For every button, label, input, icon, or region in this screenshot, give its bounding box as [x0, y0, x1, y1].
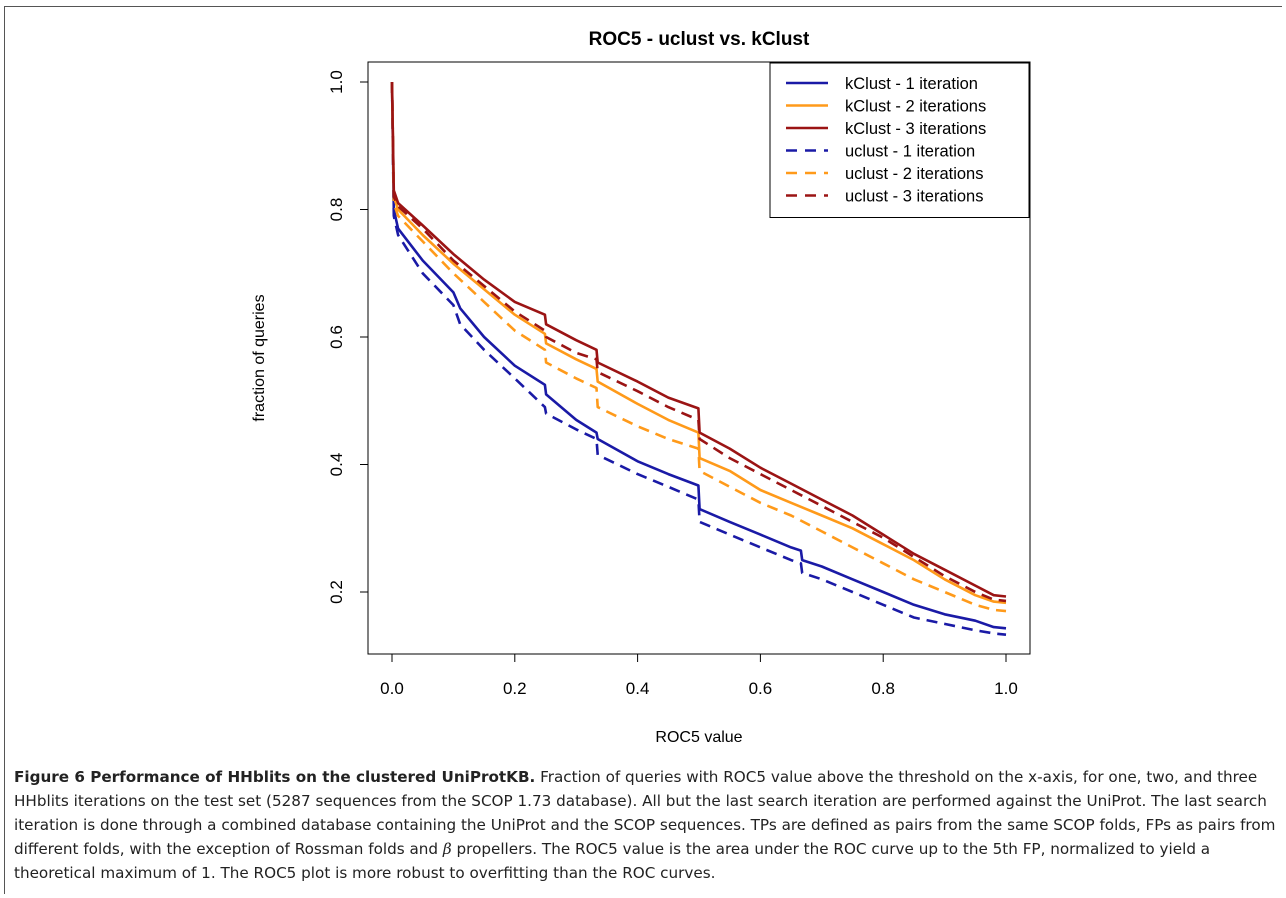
y-tick-label: 0.4 [327, 453, 346, 477]
x-tick-label: 0.4 [626, 679, 650, 698]
caption-beta-symbol: β [442, 840, 452, 858]
y-axis: 0.2 0.4 0.6 0.8 1.0 [327, 70, 369, 604]
series-line-5 [390, 81, 1007, 613]
figure-frame [4, 6, 1282, 894]
x-tick-label: 1.0 [994, 679, 1018, 698]
series-line-6 [390, 81, 1007, 603]
legend-label: kClust - 2 iterations [845, 98, 986, 116]
legend-label: kClust - 3 iterations [845, 120, 986, 138]
x-axis-label: ROC5 value [655, 729, 742, 746]
series-lines [390, 81, 1007, 636]
legend-label: uclust - 1 iteration [845, 143, 975, 161]
x-axis: 0.0 0.2 0.4 0.6 0.8 1.0 [380, 653, 1018, 698]
series-line-2 [390, 81, 1007, 605]
x-tick-label: 0.6 [749, 679, 773, 698]
caption-text-2: propellers. The ROC5 value is the area u… [14, 840, 1211, 882]
chart-title: ROC5 - uclust vs. kClust [589, 29, 810, 50]
legend-label: uclust - 3 iterations [845, 188, 983, 206]
y-tick-label: 0.8 [327, 198, 346, 222]
y-tick-label: 0.6 [327, 325, 346, 349]
x-tick-label: 0.0 [380, 679, 404, 698]
caption-text-1: Fraction of queries with ROC5 value abov… [14, 768, 1276, 858]
legend-box [769, 62, 1030, 218]
y-axis-label: fraction of queries [251, 294, 268, 421]
x-tick-label: 0.2 [503, 679, 527, 698]
y-tick-label: 1.0 [327, 70, 346, 94]
series-line-4 [390, 81, 1007, 636]
caption-label: Figure 6 Performance of HHblits on the c… [14, 768, 536, 786]
figure-caption: Figure 6 Performance of HHblits on the c… [14, 765, 1276, 885]
legend-label: kClust - 1 iteration [845, 75, 978, 93]
legend-label: uclust - 2 iterations [845, 165, 983, 183]
roc5-chart: ROC5 - uclust vs. kClust ROC5 value frac… [251, 29, 1031, 746]
series-line-3 [390, 81, 1007, 598]
series-line-1 [390, 81, 1007, 630]
y-tick-label: 0.2 [327, 580, 346, 604]
legend: kClust - 1 iteration kClust - 2 iteration… [769, 62, 1030, 218]
x-tick-label: 0.8 [871, 679, 895, 698]
